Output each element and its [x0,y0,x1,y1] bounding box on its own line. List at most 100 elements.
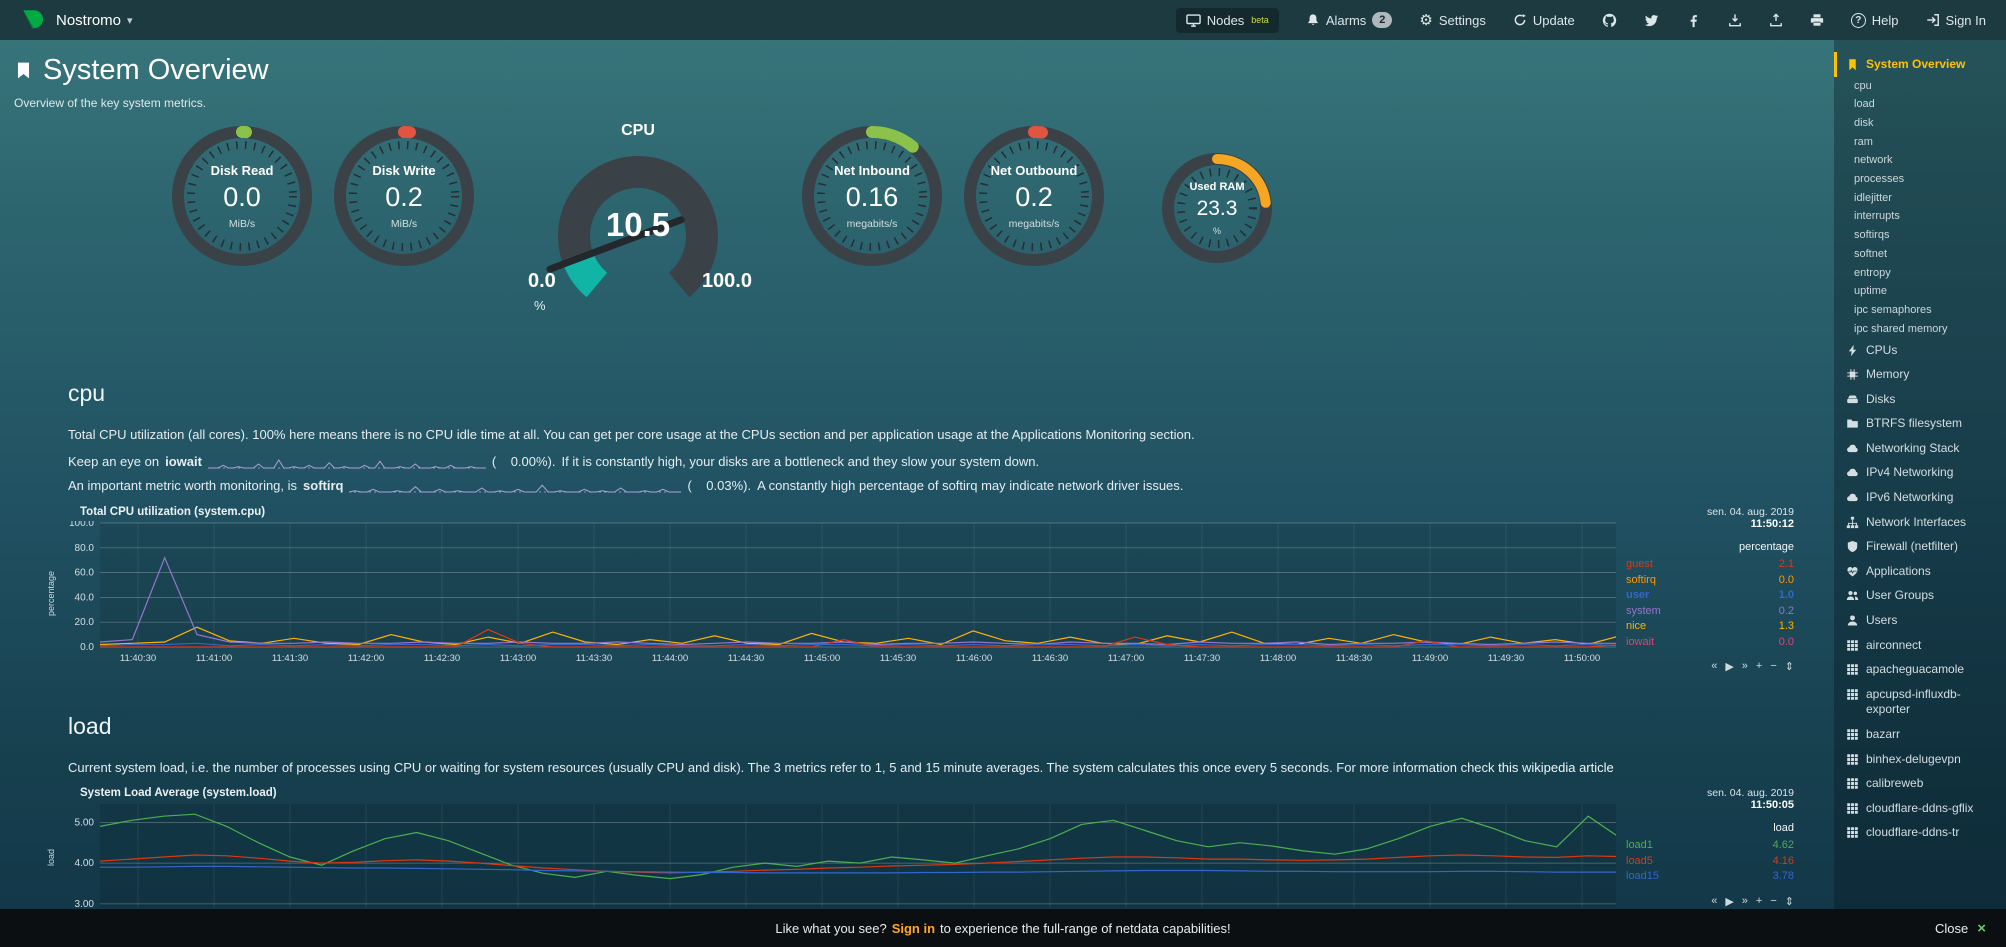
github-link[interactable] [1602,13,1617,28]
gauge-net-outbound[interactable]: Net Outbound 0.2 megabits/s [960,122,1108,270]
sidebar-item-entropy[interactable]: entropy [1834,263,2002,282]
pan-backward-icon[interactable]: « [1711,894,1718,907]
node-selector[interactable]: Nostromo ▾ [56,12,133,29]
sidebar-item-system-overview[interactable]: System Overview [1834,52,2002,77]
grid-icon [1846,826,1859,839]
svg-text:40.0: 40.0 [74,592,94,603]
sidebar-item-apcupsd-influxdb-exporter[interactable]: apcupsd-influxdb-exporter [1834,682,2002,722]
plot-area[interactable]: 5.00 4.00 3.00 [58,802,1616,912]
sidebar-item-networking-stack[interactable]: Networking Stack [1834,436,2002,461]
sidebar-item-cpus[interactable]: CPUs [1834,338,2002,363]
cloud-icon [1846,442,1859,455]
legend-item-nice[interactable]: nice 1.3 [1626,619,1794,635]
legend-item-user[interactable]: user 1.0 [1626,588,1794,604]
section-heading-cpu[interactable]: cpu [68,380,106,406]
sidebar-item-ipc-semaphores[interactable]: ipc semaphores [1834,301,2002,320]
export-button[interactable] [1728,13,1742,27]
sidebar-item-idlejitter[interactable]: idlejitter [1834,189,2002,208]
sidebar-item-label: ipc shared memory [1854,322,1948,335]
gauge-disk-write[interactable]: Disk Write 0.2 MiB/s [330,122,478,270]
legend-item-load1[interactable]: load1 4.62 [1626,838,1794,854]
sidebar: System Overview cpu load disk ram network proc… [1834,40,2006,947]
sidebar-item-disks[interactable]: Disks [1834,387,2002,412]
import-button[interactable] [1769,13,1783,27]
zoom-out-icon[interactable]: − [1770,894,1777,907]
sidebar-item-softirqs[interactable]: softirqs [1834,226,2002,245]
sidebar-item-ipv4-networking[interactable]: IPv4 Networking [1834,461,2002,486]
sidebar-item-ram[interactable]: ram [1834,133,2002,152]
play-icon[interactable]: ▶ [1725,661,1734,673]
sidebar-item-applications[interactable]: Applications [1834,559,2002,584]
sidebar-item-network[interactable]: network [1834,151,2002,170]
svg-text:11:49:00: 11:49:00 [1412,653,1448,664]
sidebar-item-uptime[interactable]: uptime [1834,282,2002,301]
legend-item-softirq[interactable]: softirq 0.0 [1626,573,1794,589]
sidebar-item-label: entropy [1854,266,1891,279]
pan-backward-icon[interactable]: « [1711,660,1718,672]
print-button[interactable] [1810,13,1824,27]
legend-item-load5[interactable]: load5 4.16 [1626,854,1794,870]
grid-icon [1846,802,1859,815]
sidebar-item-cpu[interactable]: cpu [1834,77,2002,96]
sidebar-item-label: load [1854,98,1875,111]
sidebar-item-load[interactable]: load [1834,95,2002,114]
play-icon[interactable]: ▶ [1725,895,1734,908]
zoom-in-icon[interactable]: + [1755,660,1763,672]
signin-button[interactable]: Sign In [1926,13,1986,28]
pan-forward-icon[interactable]: » [1741,660,1748,672]
help-button[interactable]: ? Help [1850,12,1899,28]
legend-item-load15[interactable]: load15 3.78 [1626,869,1794,885]
sidebar-item-interrupts[interactable]: interrupts [1834,207,2002,226]
load-chart[interactable]: System Load Average (system.load) load 5… [46,787,1794,912]
update-button[interactable]: Update [1513,13,1575,28]
facebook-link[interactable] [1686,13,1701,28]
sidebar-item-apacheguacamole[interactable]: apacheguacamole [1834,658,2002,683]
settings-button[interactable]: ⚙ Settings [1419,13,1485,28]
sidebar-item-disk[interactable]: disk [1834,114,2002,133]
resize-icon[interactable]: ⇕ [1784,895,1794,908]
sidebar-item-network-interfaces[interactable]: Network Interfaces [1834,510,2002,535]
gauge-cpu[interactable]: CPU 10.5 0.0 100.0 % [512,122,764,322]
sidebar-item-btrfs-filesystem[interactable]: BTRFS filesystem [1834,412,2002,437]
zoom-in-icon[interactable]: + [1755,894,1763,907]
netdata-logo-icon[interactable] [20,7,46,33]
sidebar-item-label: network [1854,154,1893,167]
sidebar-item-calibreweb[interactable]: calibreweb [1834,772,2002,797]
sidebar-item-user-groups[interactable]: User Groups [1834,584,2002,609]
sidebar-item-binhex-delugevpn[interactable]: binhex-delugevpn [1834,747,2002,772]
sidebar-item-memory[interactable]: Memory [1834,363,2002,388]
plot-area[interactable]: 100.0 80.0 60.0 40.0 20.0 0.0 11:40:30 11:41:00… [58,521,1616,665]
sidebar-item-label: apcupsd-influxdb-exporter [1866,686,1961,717]
gauge-net-inbound[interactable]: Net Inbound 0.16 megabits/s [798,122,946,270]
twitter-link[interactable] [1644,13,1659,28]
sidebar-item-ipv6-networking[interactable]: IPv6 Networking [1834,486,2002,511]
softirq-sparkline[interactable] [349,478,682,494]
legend-item-guest[interactable]: guest 2.1 [1626,557,1794,573]
section-load: load Current system load, i.e. the numbe… [0,713,1834,912]
sidebar-item-softnet[interactable]: softnet [1834,245,2002,264]
close-banner-button[interactable]: Close × [1935,909,1986,947]
legend-item-system[interactable]: system 0.2 [1626,604,1794,620]
resize-icon[interactable]: ⇕ [1784,661,1794,673]
sidebar-item-cloudflare-ddns-gflix[interactable]: cloudflare-ddns-gflix [1834,796,2002,821]
cpu-chart[interactable]: Total CPU utilization (system.cpu) perce… [46,506,1794,673]
pan-forward-icon[interactable]: » [1741,894,1748,907]
zoom-out-icon[interactable]: − [1770,660,1777,672]
signin-link[interactable]: Sign in [891,920,936,936]
legend-item-iowait[interactable]: iowait 0.0 [1626,635,1794,651]
sidebar-item-processes[interactable]: processes [1834,170,2002,189]
gauge-used-ram[interactable]: Used RAM 23.3 % [1158,149,1276,267]
iowait-sparkline[interactable] [207,454,486,470]
facebook-icon [1690,14,1697,27]
wikipedia-link[interactable]: this wikipedia article [1498,760,1614,775]
sidebar-item-cloudflare-ddns-tr[interactable]: cloudflare-ddns-tr [1834,821,2002,846]
sidebar-item-firewall-netfilter-[interactable]: Firewall (netfilter) [1834,535,2002,560]
sidebar-item-airconnect[interactable]: airconnect [1834,633,2002,658]
sidebar-item-users[interactable]: Users [1834,609,2002,634]
sidebar-item-bazarr[interactable]: bazarr [1834,723,2002,748]
nodes-button[interactable]: Nodes beta [1175,7,1279,33]
alarms-button[interactable]: Alarms 2 [1306,12,1393,28]
sidebar-item-ipc-shared-memory[interactable]: ipc shared memory [1834,319,2002,338]
gauge-disk-read[interactable]: Disk Read 0.0 MiB/s [168,122,316,270]
section-heading-load[interactable]: load [68,713,112,739]
